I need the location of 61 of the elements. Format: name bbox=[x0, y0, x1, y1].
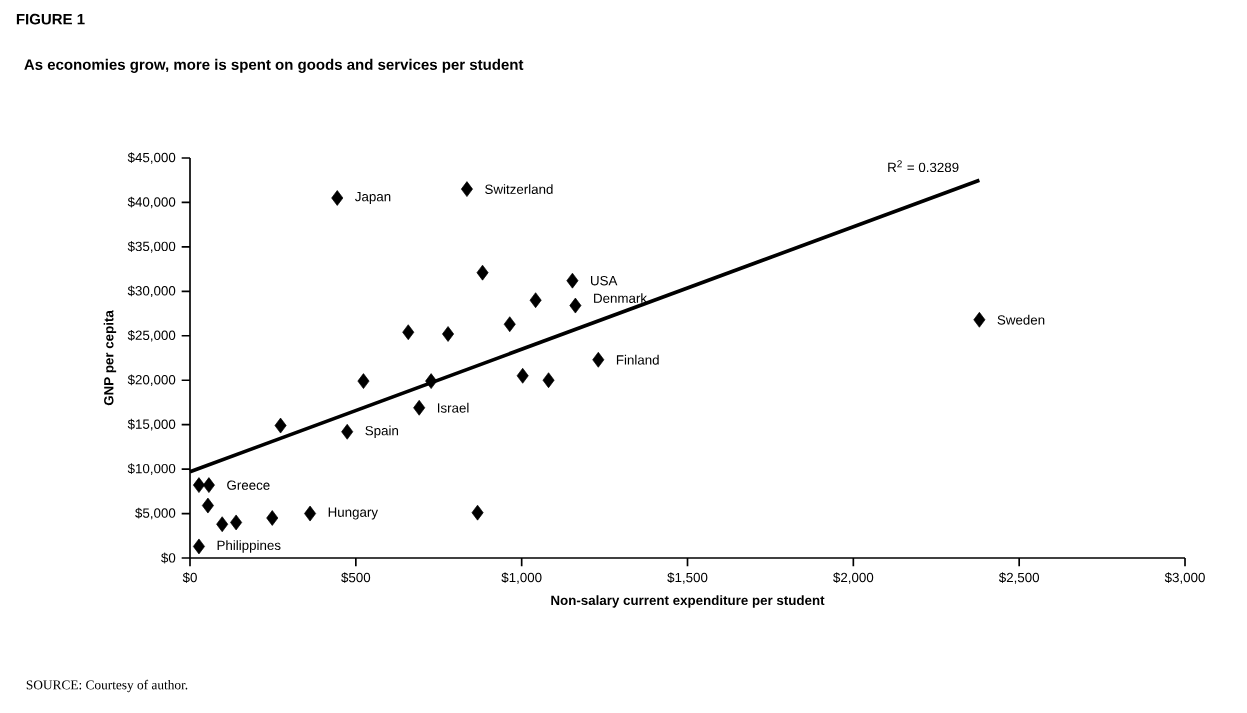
point bbox=[566, 272, 579, 289]
x-axis-title: Non-salary current expenditure per student bbox=[551, 595, 825, 608]
y-tick-label: $25,000 bbox=[127, 329, 176, 342]
x-tick-label: $3,000 bbox=[1164, 572, 1205, 584]
data-label: Philippines bbox=[217, 540, 281, 553]
x-tick-label: $2,000 bbox=[833, 572, 874, 584]
data-label: Spain bbox=[365, 425, 399, 438]
data-label: Greece bbox=[227, 480, 270, 490]
y-tick-label: $15,000 bbox=[127, 418, 176, 431]
data-label: Denmark bbox=[594, 293, 648, 303]
point bbox=[274, 417, 287, 434]
point bbox=[193, 477, 205, 493]
chart-subtitle: As economies grow, more is spent on goods and services per student bbox=[24, 58, 524, 73]
y-tick-label: $40,000 bbox=[127, 196, 176, 209]
y-tick-label: $10,000 bbox=[127, 463, 176, 475]
point bbox=[402, 324, 415, 341]
point bbox=[529, 292, 542, 309]
data-label: Finland bbox=[616, 354, 659, 365]
data-label: Sweden bbox=[997, 314, 1045, 325]
y-tick-label: $35,000 bbox=[127, 241, 176, 253]
point bbox=[357, 373, 370, 389]
point bbox=[471, 504, 484, 521]
point bbox=[592, 351, 605, 368]
point bbox=[413, 399, 426, 416]
y-tick-label: $45,000 bbox=[127, 152, 176, 164]
annotation: R$^{2}$ = 0.3289 bbox=[888, 160, 959, 173]
data-label: Israel bbox=[437, 402, 469, 413]
data-label: Switzerland bbox=[485, 184, 553, 194]
point bbox=[425, 373, 438, 389]
point bbox=[569, 297, 582, 314]
point bbox=[442, 326, 455, 342]
point bbox=[304, 505, 317, 522]
y-axis-title: GNP per cepita bbox=[103, 310, 117, 406]
data-label: USA bbox=[590, 275, 618, 286]
point bbox=[542, 372, 555, 389]
point bbox=[202, 477, 215, 493]
source-note: SOURCE: Courtesy of author. bbox=[26, 679, 188, 693]
point bbox=[341, 423, 354, 440]
point bbox=[201, 497, 214, 514]
x-tick-label: $500 bbox=[341, 572, 371, 584]
point bbox=[230, 514, 243, 531]
point bbox=[216, 516, 229, 533]
data-label: Japan bbox=[355, 192, 391, 204]
point bbox=[503, 316, 516, 333]
x-tick-label: $2,500 bbox=[998, 572, 1040, 584]
point bbox=[460, 181, 473, 197]
x-tick-label: $0 bbox=[182, 572, 197, 584]
y-tick-label: $5,000 bbox=[135, 507, 176, 520]
point bbox=[266, 510, 279, 526]
x-tick-label: $1,000 bbox=[501, 572, 542, 584]
point bbox=[516, 367, 529, 384]
y-tick-label: $20,000 bbox=[127, 374, 176, 386]
point bbox=[331, 190, 344, 206]
x-tick-label: $1,500 bbox=[667, 572, 708, 584]
point bbox=[476, 264, 489, 281]
y-tick-label: $30,000 bbox=[127, 285, 176, 298]
data-label: Hungary bbox=[328, 507, 378, 520]
point bbox=[193, 538, 205, 555]
point bbox=[973, 311, 986, 328]
text: FIGURE 1 bbox=[16, 13, 85, 25]
y-tick-label: $0 bbox=[161, 552, 176, 564]
